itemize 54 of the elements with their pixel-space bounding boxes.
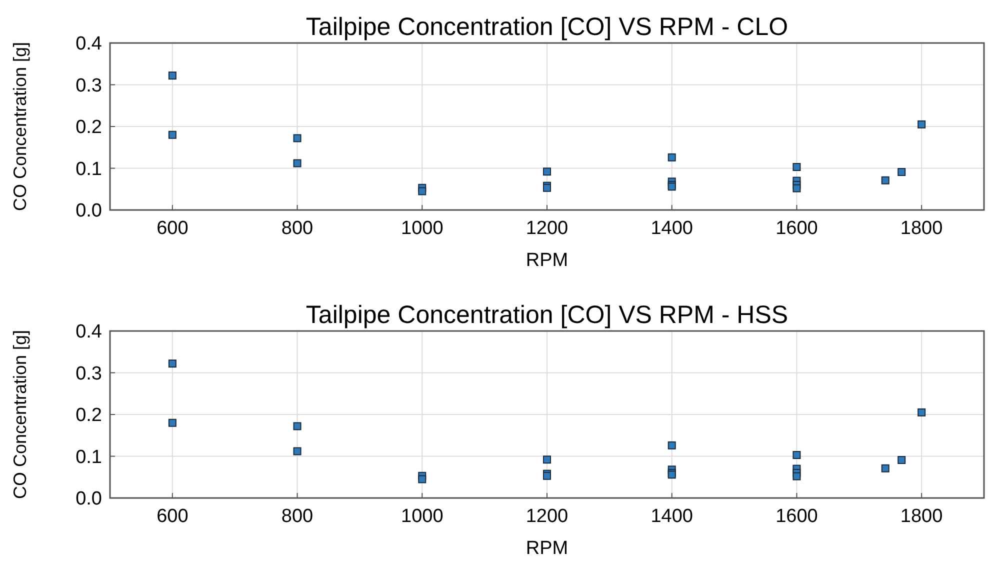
chart-title: Tailpipe Concentration [CO] VS RPM - CLO — [306, 13, 788, 41]
point — [898, 168, 906, 176]
y-tick-label: 0.2 — [76, 405, 102, 426]
point — [792, 450, 801, 459]
point — [792, 162, 801, 171]
x-tick-label: 800 — [281, 506, 314, 527]
y-tick-label: 0.3 — [76, 363, 102, 384]
point — [543, 168, 551, 176]
point — [293, 134, 302, 142]
y-tick-label: 0.2 — [76, 117, 102, 138]
point — [168, 360, 176, 368]
point — [418, 475, 426, 484]
x-tick-label: 1800 — [900, 218, 943, 239]
y-tick-label: 0.1 — [76, 158, 102, 180]
point — [668, 441, 676, 450]
x-tick-label: 1000 — [401, 506, 444, 527]
point — [293, 422, 302, 430]
y-tick-label: 0.0 — [76, 200, 102, 222]
x-tick-label: 600 — [156, 506, 188, 527]
x-tick-label: 1800 — [900, 506, 943, 527]
point — [918, 408, 926, 416]
x-tick-label: 1600 — [776, 506, 818, 527]
y-tick-label: 0.4 — [76, 34, 102, 55]
x-tick-label: 1200 — [526, 218, 568, 239]
x-tick-label: 1200 — [526, 506, 568, 527]
point — [168, 418, 176, 427]
y-tick-label: 0.4 — [76, 322, 102, 343]
point — [168, 72, 176, 80]
point — [898, 456, 906, 464]
point — [881, 176, 890, 184]
chart-title: Tailpipe Concentration [CO] VS RPM - HSS — [306, 301, 788, 329]
point — [792, 472, 801, 480]
y-tick-label: 0.3 — [76, 75, 102, 96]
point — [293, 159, 302, 168]
y-tick-label: 0.1 — [76, 446, 102, 468]
point — [293, 447, 302, 456]
y-axis-title: CO Concentration [g] — [10, 42, 30, 212]
point — [418, 187, 426, 196]
point — [792, 184, 801, 192]
point — [668, 153, 676, 162]
y-tick-label: 0.0 — [76, 488, 102, 510]
x-tick-label: 800 — [281, 218, 314, 239]
x-axis-title: RPM — [526, 538, 568, 559]
x-tick-label: 1400 — [650, 218, 693, 239]
point — [918, 120, 926, 128]
x-axis-title: RPM — [526, 250, 568, 271]
point — [881, 464, 890, 472]
point — [168, 130, 176, 139]
x-tick-label: 1600 — [776, 218, 818, 239]
point — [543, 456, 551, 464]
x-tick-label: 1000 — [401, 218, 444, 239]
y-axis-title: CO Concentration [g] — [10, 330, 30, 500]
x-tick-label: 600 — [156, 218, 188, 239]
x-tick-label: 1400 — [650, 506, 693, 527]
